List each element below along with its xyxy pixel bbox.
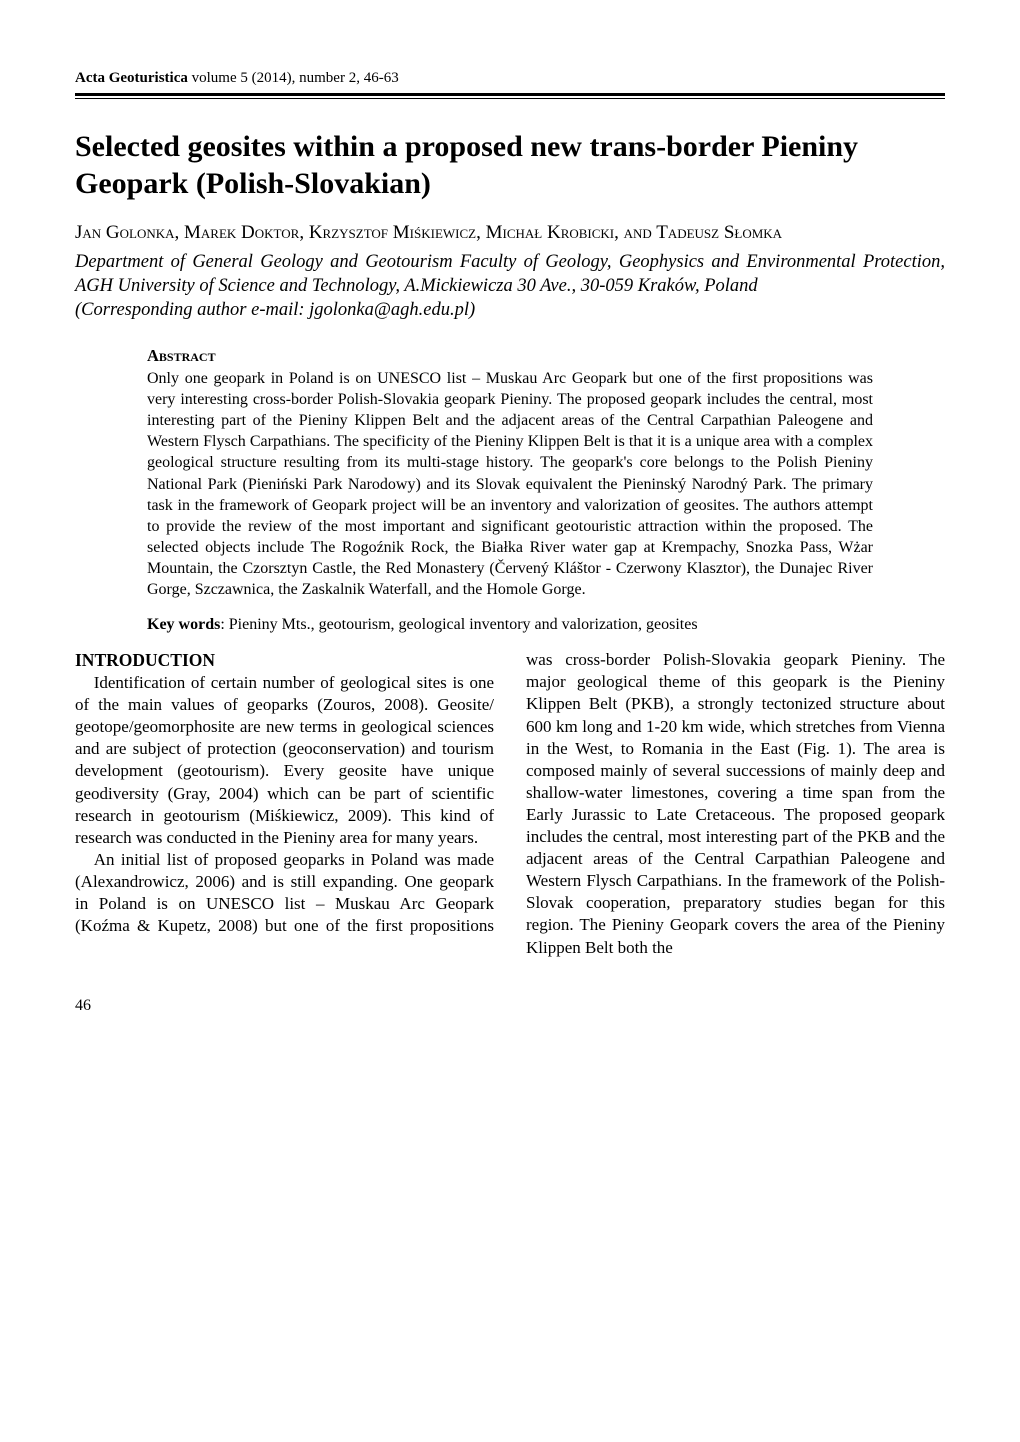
affiliation-text: Department of General Geology and Geotou… — [75, 252, 945, 296]
header-rule — [75, 93, 945, 99]
body-columns: INTRODUCTION Identification of certain n… — [75, 649, 945, 958]
keywords: Key words: Pieniny Mts., geotourism, geo… — [147, 614, 873, 635]
authors: Jan Golonka, Marek Doktor, Krzysztof Miś… — [75, 220, 945, 246]
authors-line: Jan Golonka, Marek Doktor, Krzysztof Miś… — [75, 222, 782, 243]
running-head: Acta Geoturistica volume 5 (2014), numbe… — [75, 70, 945, 87]
affiliation-block: Department of General Geology and Geotou… — [75, 250, 945, 322]
journal-name: Acta Geoturistica — [75, 70, 188, 86]
corresponding-author: (Corresponding author e-mail: jgolonka@a… — [75, 300, 475, 320]
abstract-block: Abstract Only one geopark in Poland is o… — [147, 346, 873, 635]
page-number: 46 — [75, 997, 945, 1015]
running-head-rest: volume 5 (2014), number 2, 46-63 — [188, 70, 399, 86]
article-title: Selected geosites within a proposed new … — [75, 129, 945, 202]
keywords-label: Key words — [147, 616, 220, 633]
keywords-body: : Pieniny Mts., geotourism, geological i… — [220, 616, 697, 633]
body-paragraph: Identification of certain number of geol… — [75, 672, 494, 849]
abstract-heading: Abstract — [147, 346, 873, 366]
section-heading-introduction: INTRODUCTION — [75, 649, 494, 672]
abstract-body: Only one geopark in Poland is on UNESCO … — [147, 368, 873, 600]
